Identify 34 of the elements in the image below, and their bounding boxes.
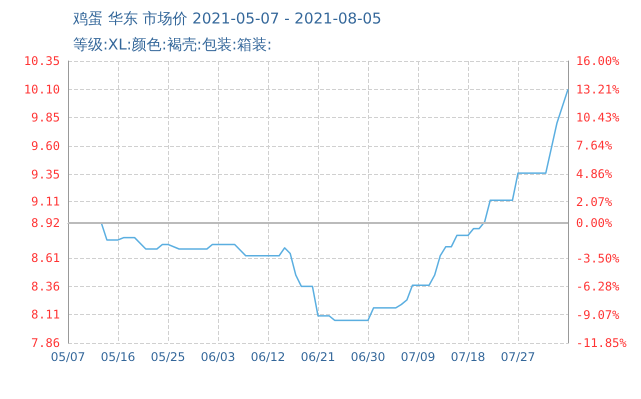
y-tick-label: 7.86 bbox=[31, 336, 60, 350]
y-tick-label: 8.36 bbox=[31, 279, 60, 294]
y-tick-label: 10.35 bbox=[24, 54, 60, 68]
x-tick-label: 05/07 bbox=[50, 350, 86, 364]
x-tick-label: 06/03 bbox=[200, 350, 236, 364]
y2-tick-label: 0.00% bbox=[576, 216, 613, 230]
x-tick-label: 07/09 bbox=[400, 350, 436, 364]
y-tick-label: 9.85 bbox=[31, 110, 60, 125]
y-tick-label: 9.11 bbox=[31, 194, 60, 208]
y-tick-label: 8.92 bbox=[31, 216, 60, 230]
y-tick-label: 9.60 bbox=[31, 138, 60, 153]
y2-tick-label: -6.28% bbox=[576, 280, 620, 294]
y2-tick-label: 13.21% bbox=[576, 82, 620, 96]
x-tick-label: 06/12 bbox=[250, 350, 286, 364]
x-tick-label: 06/30 bbox=[350, 350, 386, 364]
y2-tick-label: -9.07% bbox=[576, 308, 620, 322]
y-tick-label: 10.10 bbox=[24, 82, 60, 96]
y-tick-label: 8.11 bbox=[31, 308, 60, 322]
y-tick-label: 8.61 bbox=[31, 251, 60, 266]
y2-tick-label: 4.86% bbox=[576, 166, 613, 181]
x-tick-label: 06/21 bbox=[300, 350, 336, 364]
y-tick-label: 9.35 bbox=[31, 167, 60, 182]
x-tick-label: 07/18 bbox=[450, 350, 486, 364]
y2-tick-label: 2.07% bbox=[576, 195, 613, 210]
y2-tick-label: 10.43% bbox=[576, 110, 620, 124]
chart-title: 鸡蛋 华东 市场价 2021-05-07 - 2021-08-05 bbox=[72, 10, 382, 28]
y2-tick-label: -11.85% bbox=[576, 336, 628, 350]
chart-subtitle: 等级:XL:颜色:褐壳:包装:箱装: bbox=[73, 36, 272, 54]
y2-tick-label: -3.50% bbox=[576, 251, 620, 266]
x-tick-label: 05/16 bbox=[100, 350, 136, 364]
x-tick-label: 05/25 bbox=[150, 350, 186, 364]
x-tick-label: 07/27 bbox=[500, 350, 536, 364]
y2-tick-label: 7.64% bbox=[576, 138, 613, 153]
y2-tick-label: 16.00% bbox=[576, 54, 620, 68]
